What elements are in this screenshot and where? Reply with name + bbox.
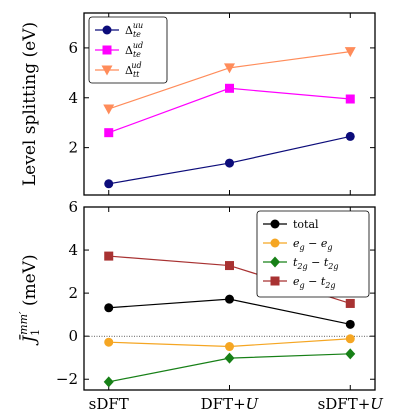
y-tick-label: 2: [68, 284, 78, 302]
legend-box: [256, 210, 370, 298]
data-point: [103, 104, 115, 115]
y-tick-label: 2: [68, 139, 78, 157]
series-0: [104, 131, 355, 189]
legend-marker: [102, 45, 112, 55]
series-2: [103, 348, 356, 388]
data-point: [225, 342, 234, 352]
series-line: [108, 87, 351, 134]
legend-item: total: [263, 218, 319, 231]
y-tick-label: −2: [56, 370, 78, 388]
series-0: [104, 294, 355, 329]
data-point: [104, 179, 114, 189]
legend-marker: [270, 276, 280, 286]
legend-marker: [101, 65, 113, 76]
data-point: [345, 131, 355, 141]
legend-item: eg − t2g: [263, 275, 336, 290]
legend-label: t2g − t2g: [293, 256, 339, 271]
data-point: [345, 94, 355, 104]
legend-label: Δteuu: [125, 21, 143, 39]
series-2: [103, 47, 356, 115]
y-axis-label: J̄1mm′ (meV): [17, 254, 42, 345]
data-point: [104, 337, 114, 347]
legend-item: Δteud: [95, 41, 143, 59]
data-point: [103, 376, 114, 388]
x-tick-label: DFT+U: [201, 395, 260, 413]
data-point: [225, 83, 234, 93]
data-point: [104, 128, 114, 138]
series-1: [104, 334, 355, 352]
legend-item: t2g − t2g: [263, 256, 339, 271]
legend: total eg − eg t2g − t2g eg − t2g: [256, 210, 370, 298]
x-tick-label: sDFT: [89, 395, 129, 413]
top-panel: 2 4 6 Level splitting (eV) Δteuu Δteud Δttud: [20, 12, 376, 196]
y-tick-label: 6: [68, 198, 78, 216]
data-point: [225, 294, 234, 304]
data-point: [345, 334, 355, 344]
legend-item: Δteuu: [95, 21, 143, 39]
legend-label: eg − t2g: [293, 275, 336, 290]
y-axis-label: Level splitting (eV): [20, 22, 40, 186]
y-tick-label: 0: [68, 327, 78, 345]
y-tick-label: 4: [68, 89, 78, 107]
legend: Δteuu Δteud Δttud: [88, 16, 168, 84]
data-point: [345, 319, 355, 329]
legend-item: Δttud: [95, 61, 142, 79]
x-tick-label: sDFT+U: [318, 395, 385, 413]
y-tick-label: 6: [68, 39, 78, 57]
legend-marker: [270, 219, 280, 229]
legend-label: total: [293, 218, 319, 231]
data-point: [225, 261, 234, 271]
y-tick-label: 4: [68, 241, 78, 259]
legend-label: eg − eg: [293, 237, 333, 252]
series-1: [104, 83, 355, 138]
legend-label: Δttud: [125, 61, 142, 79]
legend-marker: [102, 25, 112, 35]
legend-label: Δteud: [125, 41, 143, 59]
legend-item: eg − eg: [263, 237, 333, 252]
data-point: [345, 298, 355, 308]
data-point: [224, 352, 235, 364]
data-point: [224, 63, 235, 74]
legend-marker: [270, 256, 280, 268]
data-point: [104, 303, 114, 313]
legend-marker: [270, 238, 280, 248]
data-point: [104, 251, 114, 261]
data-point: [344, 47, 356, 58]
data-point: [345, 348, 356, 360]
data-point: [225, 158, 234, 168]
bottom-panel: −2 0 2 4 6 sDFT DFT+U sDFT+U J̄1mm′ (meV) total eg…: [17, 198, 384, 413]
